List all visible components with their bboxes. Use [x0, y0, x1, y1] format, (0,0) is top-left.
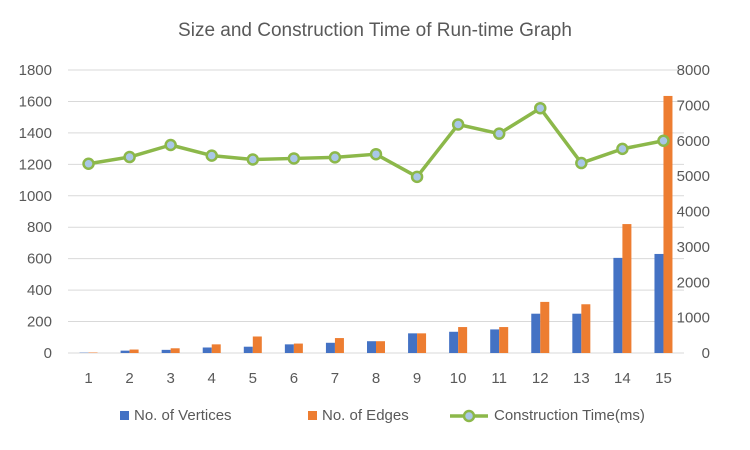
x-axis-ticks: 1 2 3 4 5 6 7 8 9 10 11 12 13 14 15: [84, 370, 671, 387]
right-tick-label: 3000: [677, 239, 710, 256]
legend: No. of Vertices No. of Edges Constructio…: [120, 407, 645, 424]
bar-edges: [458, 327, 468, 353]
line-point: [451, 118, 465, 131]
line-point: [287, 152, 301, 165]
right-tick-label: 6000: [677, 133, 710, 150]
x-tick-label: 11: [491, 370, 507, 387]
bar-edges: [581, 304, 591, 353]
left-tick-label: 200: [27, 314, 52, 331]
right-tick-label: 8000: [677, 62, 710, 79]
bar-edges: [499, 327, 509, 353]
bar-vertices: [654, 253, 664, 353]
left-tick-label: 1800: [19, 62, 52, 79]
line-point: [410, 170, 424, 184]
chart-title: Size and Construction Time of Run-time G…: [178, 20, 572, 41]
x-tick-label: 12: [532, 370, 549, 387]
line-point: [657, 134, 670, 147]
x-tick-label: 6: [290, 370, 298, 387]
bar-vertices: [572, 313, 582, 353]
bar-vertices: [613, 257, 623, 353]
bar-edges: [170, 348, 180, 353]
legend-label-time: Construction Time(ms): [494, 407, 645, 424]
left-tick-label: 1400: [19, 125, 52, 142]
x-tick-label: 14: [614, 370, 631, 387]
bar-vertices: [531, 313, 541, 353]
gridlines: [68, 69, 684, 323]
right-tick-label: 7000: [677, 97, 710, 114]
x-tick-label: 7: [331, 370, 339, 387]
x-tick-label: 2: [125, 370, 133, 387]
legend-swatch-vertices: [120, 411, 129, 420]
line-point: [575, 156, 588, 170]
x-tick-label: 3: [166, 370, 174, 387]
right-tick-label: 5000: [677, 168, 710, 185]
bar-edges: [417, 333, 427, 353]
line-point: [82, 157, 95, 170]
left-tick-label: 1600: [19, 93, 52, 110]
line-point: [205, 149, 218, 162]
legend-label-vertices: No. of Vertices: [134, 407, 232, 424]
x-tick-label: 13: [573, 370, 590, 387]
bar-edges: [622, 224, 632, 353]
bar-vertices: [243, 346, 253, 353]
bar-vertices: [284, 344, 294, 353]
line-point: [492, 127, 506, 140]
left-tick-label: 1000: [19, 188, 52, 205]
bar-vertices: [367, 341, 376, 353]
left-tick-label: 400: [27, 282, 52, 299]
left-tick-label: 1200: [19, 156, 52, 173]
right-axis-ticks: 0 1000 2000 3000 4000 5000 6000 7000 8000: [677, 62, 710, 362]
legend-label-edges: No. of Edges: [322, 407, 409, 424]
bar-vertices: [161, 349, 171, 353]
x-tick-label: 15: [655, 370, 672, 387]
x-tick-label: 9: [413, 370, 421, 387]
bar-edges: [211, 344, 221, 353]
line-point: [369, 147, 383, 161]
bar-edges: [376, 341, 385, 353]
left-tick-label: 800: [27, 219, 52, 236]
x-tick-label: 1: [84, 370, 92, 387]
bar-edges: [293, 343, 303, 353]
bar-edges: [129, 349, 139, 353]
bar-vertices: [120, 350, 130, 353]
bar-vertices: [325, 342, 335, 353]
line-point: [123, 150, 136, 164]
bar-edges: [540, 301, 550, 353]
x-tick-label: 5: [249, 370, 257, 387]
legend-swatch-edges: [308, 411, 317, 420]
left-tick-label: 600: [27, 251, 52, 268]
legend-marker-time: [462, 409, 476, 423]
line-series: [82, 101, 670, 184]
bar-edges: [334, 338, 344, 353]
line-point: [246, 153, 260, 166]
x-tick-label: 8: [372, 370, 380, 387]
left-axis-ticks: 0 200 400 600 800 1000 1200 1400 1600 1800: [19, 62, 52, 362]
bar-edges: [663, 95, 673, 354]
right-tick-label: 2000: [677, 274, 710, 291]
bar-vertices: [408, 333, 418, 353]
line-point: [328, 151, 342, 164]
x-tick-label: 4: [208, 370, 216, 387]
bar-vertices: [202, 347, 212, 353]
bar-vertices: [490, 329, 500, 353]
bar-edges: [252, 336, 262, 353]
right-tick-label: 1000: [677, 310, 710, 327]
bars: [79, 95, 673, 354]
line-point: [534, 101, 547, 115]
x-tick-label: 10: [450, 370, 467, 387]
line-point: [164, 138, 177, 152]
line-point: [616, 142, 629, 156]
right-tick-label: 0: [702, 345, 710, 362]
right-tick-label: 4000: [677, 204, 710, 221]
left-tick-label: 0: [44, 345, 52, 362]
bar-vertices: [449, 331, 459, 353]
